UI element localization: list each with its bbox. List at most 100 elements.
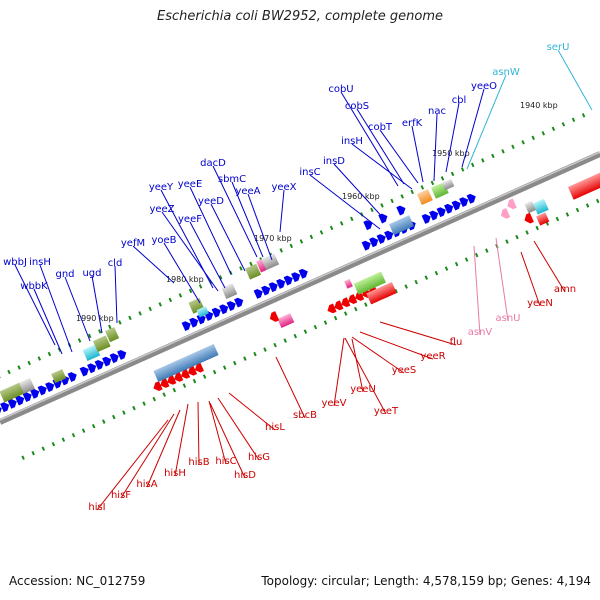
forward-gene-arrow[interactable] <box>436 206 448 218</box>
forward-gene-label[interactable]: insH <box>29 257 51 268</box>
reverse-gene-arrow[interactable] <box>186 365 198 377</box>
forward-gene-arrow[interactable] <box>444 202 455 214</box>
reverse-gene-arrow[interactable] <box>523 212 534 225</box>
reverse-gene-label[interactable]: hisG <box>248 452 270 463</box>
forward-feature-block[interactable] <box>416 189 433 206</box>
forward-gene-arrow[interactable] <box>369 236 380 248</box>
reverse-rna-label[interactable]: asnV <box>468 327 493 338</box>
forward-feature-block[interactable] <box>0 382 25 403</box>
reverse-gene-arrow[interactable] <box>159 378 170 389</box>
forward-feature-block[interactable] <box>196 306 209 318</box>
forward-feature-block[interactable] <box>256 259 267 273</box>
reverse-gene-arrow[interactable] <box>172 371 184 383</box>
forward-gene-arrow[interactable] <box>276 277 287 289</box>
forward-gene-arrow[interactable] <box>45 381 56 393</box>
forward-gene-arrow[interactable] <box>384 229 395 241</box>
reverse-gene-label[interactable]: yeeU <box>350 384 376 395</box>
forward-gene-label[interactable]: insC <box>299 167 320 178</box>
forward-gene-arrow[interactable] <box>22 391 34 403</box>
forward-feature-block[interactable] <box>441 178 455 191</box>
reverse-gene-arrow[interactable] <box>326 303 337 314</box>
forward-gene-arrow[interactable] <box>0 401 11 413</box>
forward-gene-label[interactable]: dacD <box>200 158 226 169</box>
reverse-gene-arrow[interactable] <box>333 300 344 311</box>
forward-gene-label[interactable]: yeeY <box>149 182 174 193</box>
forward-gene-arrow[interactable] <box>291 271 302 283</box>
forward-gene-arrow[interactable] <box>253 287 265 299</box>
forward-gene-label[interactable]: cobS <box>345 101 369 112</box>
forward-gene-label[interactable]: cobT <box>368 122 393 133</box>
forward-gene-label[interactable]: insH <box>341 136 363 147</box>
forward-gene-label[interactable]: erfK <box>402 118 423 129</box>
forward-gene-arrow[interactable] <box>211 306 223 318</box>
forward-feature-block[interactable] <box>92 335 111 353</box>
reverse-feature-block[interactable] <box>532 198 549 215</box>
forward-gene-label[interactable]: yeeA <box>235 186 260 197</box>
reverse-gene-arrow[interactable] <box>505 198 517 211</box>
forward-gene-arrow[interactable] <box>429 209 440 221</box>
forward-gene-arrow[interactable] <box>7 397 19 409</box>
forward-gene-arrow[interactable] <box>396 204 407 216</box>
forward-gene-arrow[interactable] <box>102 355 113 367</box>
forward-gene-label[interactable]: cld <box>108 258 123 269</box>
forward-gene-arrow[interactable] <box>196 313 208 325</box>
reverse-feature-block[interactable] <box>536 212 550 226</box>
reverse-feature-block[interactable] <box>353 271 386 295</box>
forward-gene-arrow[interactable] <box>30 387 41 399</box>
forward-gene-label[interactable]: yeeE <box>178 179 203 190</box>
reverse-gene-label[interactable]: hisL <box>265 422 285 433</box>
forward-gene-label[interactable]: cobU <box>328 84 353 95</box>
forward-gene-arrow[interactable] <box>117 348 128 360</box>
forward-gene-arrow[interactable] <box>298 267 310 279</box>
forward-feature-block[interactable] <box>261 253 280 271</box>
forward-gene-arrow[interactable] <box>363 219 374 231</box>
forward-gene-arrow[interactable] <box>466 192 478 204</box>
reverse-gene-label[interactable]: sbcB <box>293 410 317 421</box>
reverse-gene-label[interactable]: hisD <box>234 470 256 481</box>
reverse-gene-arrow[interactable] <box>179 368 191 380</box>
reverse-gene-arrow[interactable] <box>152 381 163 392</box>
reverse-gene-label[interactable]: hisB <box>188 457 209 468</box>
forward-gene-arrow[interactable] <box>378 212 389 224</box>
forward-gene-arrow[interactable] <box>261 284 272 296</box>
forward-gene-label[interactable]: yoeB <box>151 235 176 246</box>
reverse-gene-arrow[interactable] <box>346 294 358 305</box>
forward-feature-block[interactable] <box>82 344 101 362</box>
forward-gene-arrow[interactable] <box>79 365 91 377</box>
forward-gene-label[interactable]: nac <box>428 106 446 117</box>
reverse-gene-label[interactable]: hisH <box>164 468 186 479</box>
forward-gene-arrow[interactable] <box>361 239 373 251</box>
forward-gene-arrow[interactable] <box>181 320 193 332</box>
reverse-rna-label[interactable]: asnU <box>496 313 521 324</box>
forward-gene-arrow[interactable] <box>109 352 121 364</box>
forward-gene-label[interactable]: sbmC <box>218 174 246 185</box>
forward-gene-arrow[interactable] <box>459 196 470 208</box>
forward-gene-arrow[interactable] <box>87 362 98 374</box>
forward-gene-label[interactable]: ugd <box>82 268 101 279</box>
reverse-feature-block[interactable] <box>153 344 219 382</box>
forward-gene-arrow[interactable] <box>226 299 238 311</box>
forward-feature-block[interactable] <box>221 283 238 300</box>
reverse-gene-label[interactable]: hisF <box>111 490 131 501</box>
reverse-feature-block[interactable] <box>344 278 353 289</box>
forward-gene-arrow[interactable] <box>421 212 433 224</box>
forward-gene-label[interactable]: wbbJ <box>3 257 27 268</box>
reverse-gene-label[interactable]: yeeN <box>527 298 553 309</box>
forward-rna-label[interactable]: asnW <box>492 67 520 78</box>
forward-gene-arrow[interactable] <box>37 384 49 396</box>
forward-feature-block[interactable] <box>19 377 35 394</box>
reverse-gene-label[interactable]: yeeR <box>420 351 445 362</box>
forward-gene-arrow[interactable] <box>451 199 463 211</box>
forward-gene-arrow[interactable] <box>189 316 200 328</box>
forward-gene-label[interactable]: wbbK <box>20 281 48 292</box>
reverse-gene-label[interactable]: flu <box>450 337 463 348</box>
reverse-gene-arrow[interactable] <box>165 374 177 386</box>
reverse-gene-label[interactable]: yeeT <box>374 406 399 417</box>
reverse-gene-label[interactable]: yeeS <box>392 365 417 376</box>
reverse-feature-block[interactable] <box>524 200 536 214</box>
forward-rna-label[interactable]: serU <box>547 42 570 53</box>
forward-gene-arrow[interactable] <box>219 303 230 315</box>
reverse-feature-block[interactable] <box>277 313 295 329</box>
forward-gene-arrow[interactable] <box>234 296 245 308</box>
forward-gene-arrow[interactable] <box>283 274 295 286</box>
